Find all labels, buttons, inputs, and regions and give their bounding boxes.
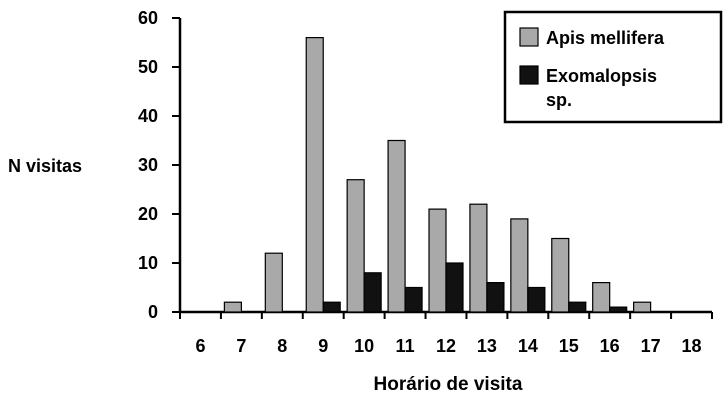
y-tick-label: 30: [138, 155, 158, 175]
y-tick-label: 10: [138, 253, 158, 273]
y-tick-label: 20: [138, 204, 158, 224]
bar-apis-mellifera: [551, 237, 570, 313]
bars: [223, 36, 652, 313]
bar-apis-mellifera: [264, 252, 283, 313]
x-tick-label: 8: [277, 336, 287, 356]
bar-exomalopsis: [527, 286, 546, 313]
legend-label-exomalopsis-cont: sp.: [546, 90, 572, 110]
x-tick-label: 12: [436, 336, 456, 356]
bar-apis-mellifera: [346, 179, 365, 313]
x-tick-label: 6: [195, 336, 205, 356]
x-tick-label: 10: [354, 336, 374, 356]
x-tick-label: 17: [641, 336, 661, 356]
x-tick-label: 11: [396, 336, 415, 356]
y-tick-label: 50: [138, 57, 158, 77]
bar-apis-mellifera: [387, 139, 406, 313]
legend-box: [503, 10, 723, 124]
x-tick-label: 9: [318, 336, 328, 356]
bar-exomalopsis: [404, 286, 423, 313]
x-axis-label: Horário de visita: [374, 374, 523, 395]
bar-exomalopsis: [322, 301, 341, 313]
bar-apis-mellifera: [223, 301, 242, 313]
x-tick-label: 18: [682, 336, 702, 356]
x-tick-label: 14: [518, 336, 538, 356]
y-tick-label: 40: [138, 106, 158, 126]
legend: Apis mellifera Exomalopsis sp.: [503, 10, 723, 124]
bar-apis-mellifera: [633, 301, 652, 313]
bar-exomalopsis: [486, 282, 505, 313]
legend-swatch-apis: [519, 27, 539, 47]
bar-apis-mellifera: [592, 282, 611, 313]
bar-apis-mellifera: [469, 203, 488, 313]
x-tick-label: 16: [600, 336, 620, 356]
legend-label-apis: Apis mellifera: [546, 28, 665, 48]
y-axis-label: N visitas: [8, 156, 82, 176]
bar-apis-mellifera: [428, 208, 447, 313]
bar-exomalopsis: [568, 301, 587, 313]
y-tick-label: 60: [138, 8, 158, 28]
x-tick-label: 7: [236, 336, 246, 356]
x-tick-label: 15: [559, 336, 579, 356]
bar-exomalopsis: [363, 272, 382, 313]
bar-exomalopsis: [445, 262, 464, 313]
x-tick-label: 13: [477, 336, 497, 356]
legend-swatch-exomalopsis: [519, 65, 539, 85]
bar-apis-mellifera: [305, 36, 324, 313]
bar-exomalopsis: [609, 306, 628, 313]
bar-apis-mellifera: [510, 218, 529, 313]
y-tick-label: 0: [148, 302, 158, 322]
legend-label-exomalopsis: Exomalopsis: [546, 66, 657, 86]
tick-labels: 0 10 20 30 40 50 60 6 7 8 9 10 11 12 13 14 15 16 17 18: [138, 8, 702, 356]
